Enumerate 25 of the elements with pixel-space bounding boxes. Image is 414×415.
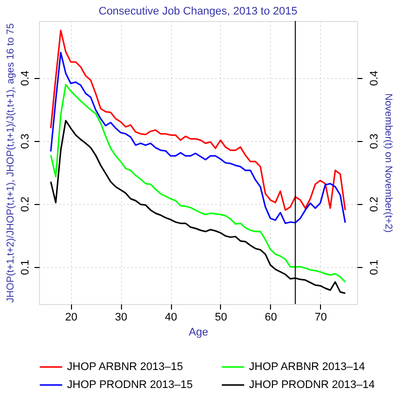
y2-axis-title: November(t) on November(t+2) — [382, 93, 394, 233]
line-series — [50, 52, 346, 224]
x-tick-label: 40 — [164, 312, 178, 324]
y2-tick-label: 0.1 — [368, 260, 380, 275]
legend-label: JHOP PRODNR 2013–15 — [67, 379, 193, 391]
x-tick-label: 70 — [314, 312, 327, 324]
x-tick-label: 60 — [264, 312, 277, 324]
x-tick-label: 50 — [214, 312, 228, 324]
legend-label: JHOP ARBNR 2013–15 — [67, 361, 183, 373]
y2-tick-label: 0.4 — [368, 70, 380, 86]
line-series — [50, 84, 346, 283]
legend-label: JHOP ARBNR 2013–14 — [249, 361, 365, 373]
x-tick-label: 30 — [115, 312, 128, 324]
x-axis-title: Age — [188, 326, 208, 338]
y-tick-label: 0.4 — [20, 70, 32, 86]
line-series — [50, 30, 346, 211]
y-tick-label: 0.1 — [20, 260, 32, 275]
chart-title: Consecutive Job Changes, 2013 to 2015 — [98, 6, 298, 18]
y2-tick-label: 0.3 — [368, 134, 380, 149]
y2-tick-label: 0.2 — [368, 196, 380, 212]
x-tick-label: 20 — [65, 312, 78, 324]
y-tick-label: 0.3 — [20, 134, 32, 149]
y-tick-label: 0.2 — [20, 196, 32, 212]
legend-label: JHOP PRODNR 2013–14 — [249, 379, 375, 391]
y-axis-title: JHOP(t+1,t+2)/JHOP(t,t+1), JHOP(t,t+1)/J(t,t+1), ages 16 to 75 — [6, 22, 16, 303]
